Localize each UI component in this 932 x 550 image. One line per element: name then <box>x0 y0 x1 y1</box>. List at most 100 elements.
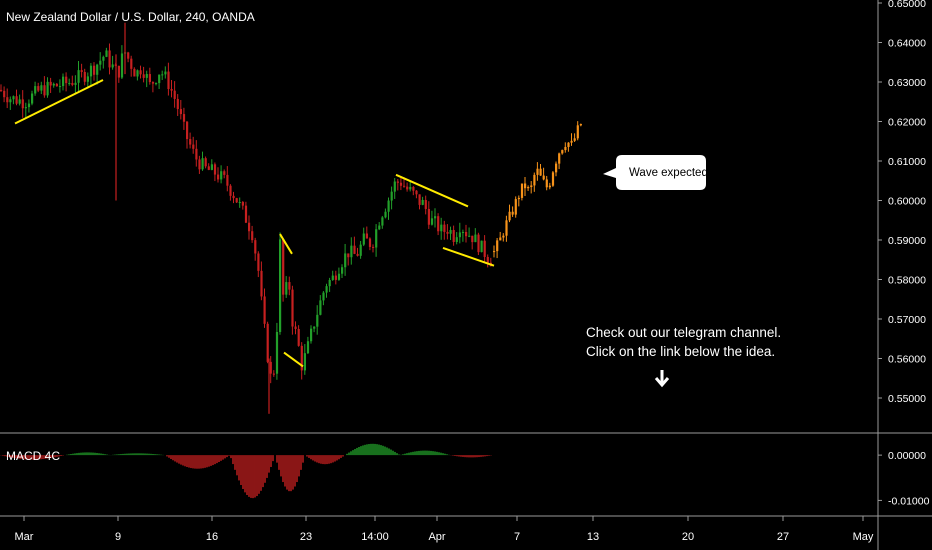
candle-body <box>279 239 282 332</box>
projection-body <box>499 237 502 241</box>
candle-body <box>31 93 34 104</box>
candle-body <box>235 198 238 203</box>
time-tick-label: May <box>853 531 874 543</box>
candle-body <box>142 74 145 78</box>
candle-body <box>89 65 93 77</box>
callout-bubble <box>603 155 706 190</box>
candle-body <box>297 328 300 346</box>
candle-body <box>319 300 322 315</box>
candle-body <box>409 186 412 190</box>
candle-body <box>443 224 446 232</box>
candle-body <box>52 83 55 86</box>
candle-body <box>198 159 201 170</box>
candle-body <box>37 86 40 91</box>
candle-body <box>399 182 403 186</box>
candle-body <box>288 282 291 290</box>
candle-body <box>263 296 266 324</box>
price-tick-label: 0.61000 <box>888 156 926 168</box>
candle-body <box>365 233 368 239</box>
candle-body <box>446 231 449 234</box>
candle-body <box>83 71 86 82</box>
candle-body <box>217 174 220 180</box>
projection-body <box>508 211 511 221</box>
price-axis[interactable]: 0.65000 0.64000 0.63000 0.62000 0.61000 0.600… <box>878 0 926 405</box>
candle-body <box>440 224 443 232</box>
trendline[interactable] <box>442 246 495 267</box>
candle-body <box>353 245 356 254</box>
candle-body <box>55 83 58 87</box>
candle-body <box>161 74 164 76</box>
candle-body <box>238 202 241 204</box>
candle-body <box>483 240 486 257</box>
projection-body <box>520 183 524 198</box>
candle-body <box>195 148 198 160</box>
candle-body <box>220 171 223 180</box>
candle-body <box>158 74 161 84</box>
trendline[interactable] <box>283 351 304 368</box>
time-tick-label: 7 <box>514 531 520 543</box>
candle-body <box>80 70 83 72</box>
candle-body <box>325 286 328 293</box>
candle-body <box>337 273 341 280</box>
candle-body <box>396 181 399 183</box>
projection-body <box>524 183 527 189</box>
arrow-down-icon <box>654 370 670 388</box>
candle-body <box>40 85 43 91</box>
candle-body <box>24 107 27 109</box>
projection-body <box>561 150 564 154</box>
projection-body <box>539 168 542 176</box>
wave-expected-callout[interactable]: Wave expected <box>603 155 708 190</box>
candle-body <box>155 83 158 85</box>
candle-body <box>145 74 148 78</box>
candle-body <box>213 164 217 175</box>
candle-body <box>455 237 458 242</box>
trendline[interactable] <box>279 233 293 255</box>
candle-body <box>328 279 331 287</box>
projection-body <box>536 168 539 175</box>
candle-body <box>111 64 114 68</box>
candle-body <box>384 211 387 218</box>
projection-body <box>493 251 496 253</box>
candle-body <box>260 270 263 297</box>
time-tick-label: 14:00 <box>361 531 389 543</box>
candle-body <box>418 194 421 205</box>
candle-body <box>105 50 108 57</box>
callout-text: Wave expected <box>629 167 708 179</box>
projection-body <box>551 172 555 186</box>
time-axis[interactable]: Mar 9 16 23 14:00 Apr 7 13 20 27 May <box>15 516 874 543</box>
candle-body <box>108 50 111 68</box>
candle-body <box>486 256 489 263</box>
candle-body <box>58 86 62 88</box>
candle-body <box>15 96 18 104</box>
macd-label: MACD 4C <box>6 449 60 463</box>
trendlines <box>14 79 495 368</box>
candle-body <box>303 353 306 371</box>
candle-body <box>27 103 31 108</box>
candle-body <box>133 68 136 77</box>
candle-body <box>18 99 21 104</box>
candle-body <box>378 225 381 230</box>
time-tick-label: 20 <box>682 531 694 543</box>
trendline[interactable] <box>395 173 469 208</box>
candle-body <box>294 326 297 329</box>
candle-body <box>300 345 303 371</box>
candle-body <box>412 186 415 191</box>
candle-body <box>21 99 24 109</box>
candle-body <box>6 97 9 103</box>
trendline[interactable] <box>14 79 104 125</box>
candle-body <box>210 164 213 170</box>
candle-body <box>421 199 424 205</box>
candle-body <box>68 82 71 84</box>
candle-body <box>226 174 229 186</box>
candle-body <box>461 231 465 233</box>
candle-body <box>356 253 359 256</box>
candle-body <box>269 361 272 374</box>
macd-axis[interactable]: 0.00000 -0.01000 <box>878 450 930 507</box>
price-tick-label: 0.63000 <box>888 77 926 89</box>
projection-body <box>564 146 567 151</box>
projection-body <box>545 179 548 188</box>
candle-body <box>449 230 452 234</box>
candle-body <box>437 216 440 232</box>
candle-body <box>244 205 248 223</box>
candle-body <box>458 232 461 238</box>
